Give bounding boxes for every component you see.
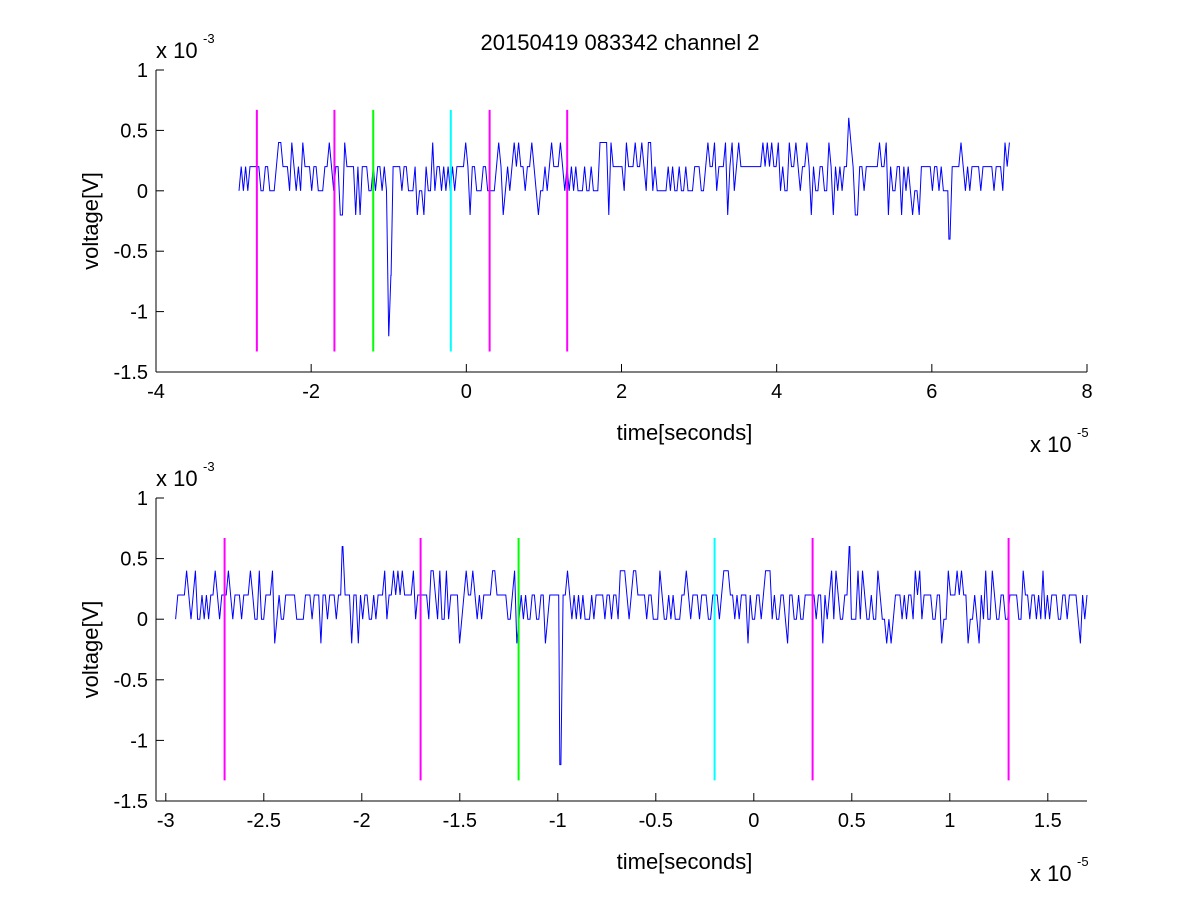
y-exponent-value: -3 bbox=[203, 31, 215, 46]
chart-1: -4 -2 0 2 4 6 8 1 0.5 0 -0.5 -1 -1.5 time[seconds] vol… bbox=[78, 31, 1093, 457]
y-exponent-value: -3 bbox=[203, 459, 215, 474]
y-tick-label: -1 bbox=[130, 730, 148, 752]
y-tick-label: -1.5 bbox=[114, 791, 148, 813]
y-tick-label: -0.5 bbox=[114, 241, 148, 263]
x-tick-label: -2.5 bbox=[247, 810, 281, 832]
x-tick-label: 1 bbox=[944, 810, 955, 832]
y-tick-label: 0 bbox=[137, 609, 148, 631]
signal-trace bbox=[238, 117, 1010, 337]
x-tick-label: 0 bbox=[461, 381, 472, 403]
x-axis-label: time[seconds] bbox=[617, 849, 753, 874]
x-exponent-label: x 10 bbox=[1030, 432, 1072, 457]
x-tick-label: -0.5 bbox=[639, 810, 673, 832]
y-tick-label: 0.5 bbox=[120, 120, 148, 142]
x-tick-label: -2 bbox=[353, 810, 371, 832]
y-tick-label: -1 bbox=[130, 302, 148, 324]
y-axis-label: voltage[V] bbox=[78, 172, 103, 270]
x-tick-label: -3 bbox=[157, 810, 175, 832]
signal-trace bbox=[175, 546, 1088, 766]
y-exponent-label: x 10 bbox=[156, 38, 198, 63]
x-exponent-value: -5 bbox=[1077, 425, 1089, 440]
y-tick-label: -0.5 bbox=[114, 670, 148, 692]
x-tick-label: 8 bbox=[1081, 381, 1092, 403]
x-axis-label: time[seconds] bbox=[617, 420, 753, 445]
x-tick-label: 1.5 bbox=[1034, 810, 1062, 832]
chart-2: -3 -2.5 -2 -1.5 -1 -0.5 0 0.5 1 1.5 1 0.5 0 -0.5 -1 -1.… bbox=[78, 459, 1089, 886]
x-tick-label: 4 bbox=[771, 381, 782, 403]
x-tick-label: -4 bbox=[147, 381, 165, 403]
y-axis-label: voltage[V] bbox=[78, 601, 103, 699]
x-tick-label: -1 bbox=[549, 810, 567, 832]
x-exponent-value: -5 bbox=[1077, 854, 1089, 869]
y-tick-label: 0 bbox=[137, 181, 148, 203]
y-tick-label: 1 bbox=[137, 60, 148, 82]
y-tick-label: 1 bbox=[137, 488, 148, 510]
y-exponent-label: x 10 bbox=[156, 466, 198, 491]
x-tick-label: 0 bbox=[748, 810, 759, 832]
y-tick-label: 0.5 bbox=[120, 549, 148, 571]
x-tick-label: -1.5 bbox=[443, 810, 477, 832]
x-exponent-label: x 10 bbox=[1030, 861, 1072, 886]
x-tick-label: 6 bbox=[926, 381, 937, 403]
x-tick-label: -2 bbox=[302, 381, 320, 403]
x-tick-label: 0.5 bbox=[838, 810, 866, 832]
y-tick-label: -1.5 bbox=[114, 362, 148, 384]
figure-title: 20150419 083342 channel 2 bbox=[481, 30, 760, 55]
x-tick-label: 2 bbox=[616, 381, 627, 403]
